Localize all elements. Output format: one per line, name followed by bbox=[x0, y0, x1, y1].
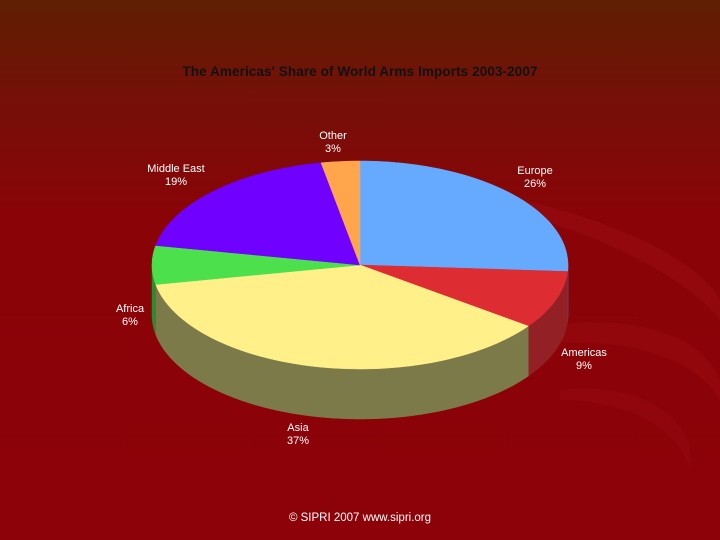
chart-title: The Americas' Share of World Arms Import… bbox=[182, 64, 538, 79]
slice-label-europe: Europe 26% bbox=[517, 165, 553, 190]
slice-label-asia: Asia 37% bbox=[286, 422, 310, 447]
slice-label-other: Other 3% bbox=[319, 130, 347, 155]
pie-slice-europe bbox=[359, 160, 569, 272]
pie-slice-asia bbox=[155, 264, 529, 370]
pie-slice-middle-east bbox=[155, 162, 361, 266]
pie-slice-africa bbox=[151, 245, 361, 285]
slice-label-middle-east: Middle East 19% bbox=[147, 163, 205, 188]
pie-slice-americas bbox=[359, 264, 568, 327]
slice-label-americas: Americas 9% bbox=[561, 347, 607, 372]
slice-label-africa: Africa 6% bbox=[115, 303, 145, 328]
pie-slice-other bbox=[320, 160, 361, 266]
footer-credit: © SIPRI 2007 www.sipri.org bbox=[288, 512, 432, 524]
